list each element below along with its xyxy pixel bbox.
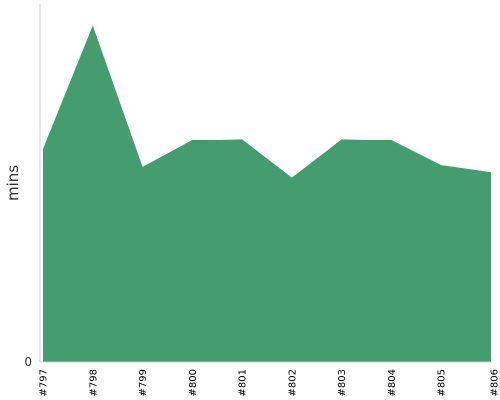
x-tick-label: #800	[188, 369, 199, 396]
x-tick-label: #802	[287, 369, 298, 396]
x-tick-label: #799	[138, 369, 149, 396]
x-tick-label: #801	[238, 369, 249, 396]
x-tick-label: #803	[337, 369, 348, 396]
plot-area	[43, 25, 491, 362]
x-tick-label: #806	[490, 369, 500, 396]
x-tick-labels: #797 #798 #799 #800 #801 #802 #803 #804 #805 #806	[39, 369, 500, 396]
area-series	[43, 25, 491, 362]
x-tick-label: #798	[88, 369, 99, 396]
y-tick-label-0: 0	[24, 355, 32, 369]
x-tick-label: #797	[39, 369, 50, 396]
x-tick-label: #804	[387, 369, 398, 396]
y-axis-label: mins	[4, 165, 22, 201]
x-tick-label: #805	[437, 369, 448, 396]
